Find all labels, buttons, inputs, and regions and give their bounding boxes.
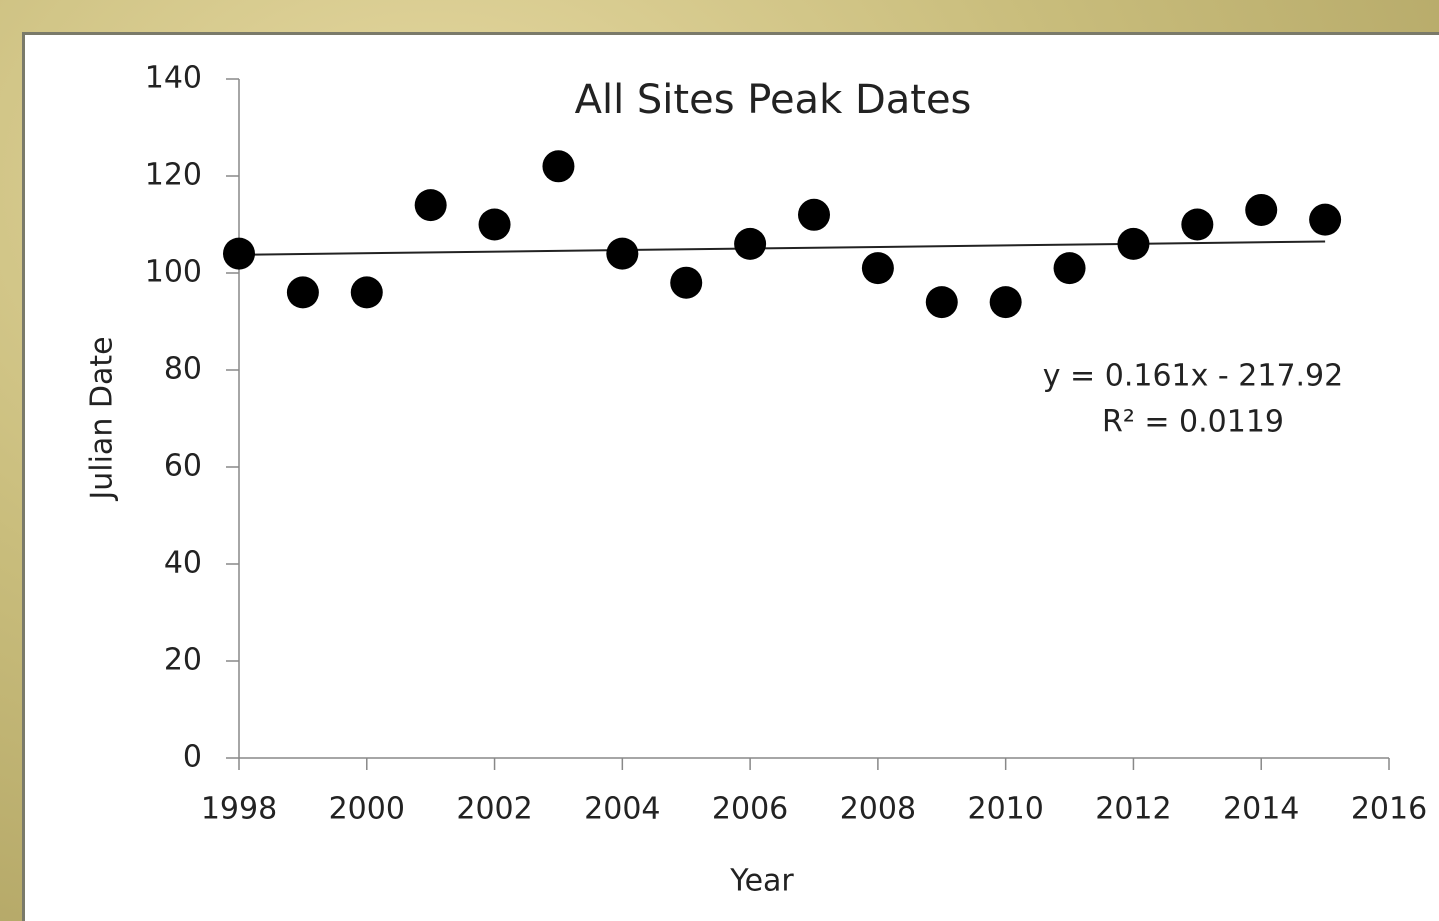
trendline xyxy=(238,240,1326,256)
x-tick-label: 2004 xyxy=(584,792,660,827)
point xyxy=(606,237,639,270)
point xyxy=(414,189,447,222)
x-tick-label: 2012 xyxy=(1095,792,1171,827)
chart-title: All Sites Peak Dates xyxy=(575,77,972,123)
x-tick-label: 2008 xyxy=(840,792,916,827)
point xyxy=(478,208,511,241)
x-tick-label: 2002 xyxy=(456,792,532,827)
point xyxy=(798,198,830,231)
point xyxy=(925,286,958,319)
point xyxy=(223,237,255,270)
trendline-r-squared: R² = 0.0119 xyxy=(1102,405,1284,440)
chart-panel xyxy=(22,32,1439,921)
y-tick-label: 100 xyxy=(145,255,202,290)
x-tick-label: 1998 xyxy=(201,792,277,827)
point xyxy=(1117,227,1150,260)
point xyxy=(542,150,575,183)
point xyxy=(1309,203,1342,236)
point xyxy=(350,276,383,309)
y-tick-label: 120 xyxy=(145,158,202,193)
y-tick-label: 0 xyxy=(183,740,202,775)
x-tick-label: 2010 xyxy=(967,792,1043,827)
x-tick-label: 2000 xyxy=(329,792,405,827)
y-tick-label: 60 xyxy=(164,449,202,484)
x-tick-label: 2014 xyxy=(1223,792,1299,827)
point xyxy=(286,276,319,309)
point xyxy=(861,252,894,285)
trendline-equation: y = 0.161x - 217.92 xyxy=(1043,359,1343,394)
point xyxy=(1053,252,1086,285)
y-tick-label: 80 xyxy=(164,352,202,387)
y-tick-label: 140 xyxy=(145,61,202,96)
x-tick-label: 2016 xyxy=(1351,792,1427,827)
x-tick-label: 2006 xyxy=(712,792,788,827)
y-tick-label: 40 xyxy=(164,546,202,581)
y-tick-label: 20 xyxy=(164,643,202,678)
point xyxy=(734,227,767,260)
x-axis-label: Year xyxy=(729,864,794,899)
point xyxy=(670,266,703,299)
y-axis-label: Julian Date xyxy=(85,336,120,501)
point xyxy=(1245,193,1278,226)
point xyxy=(989,286,1022,319)
point xyxy=(1181,208,1214,241)
